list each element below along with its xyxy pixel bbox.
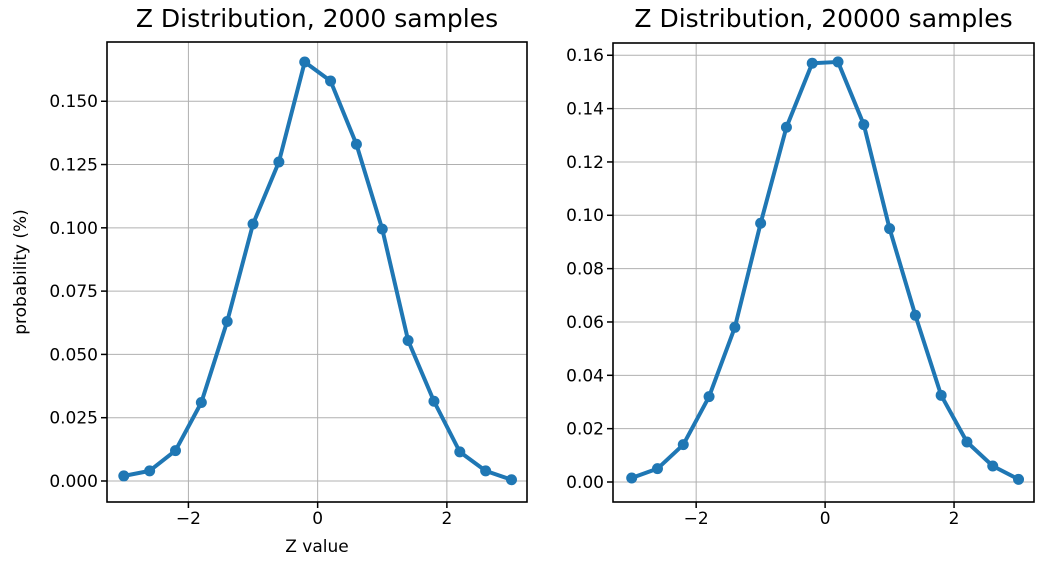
x-tick-label: 0 — [820, 509, 831, 529]
y-tick-label: 0.150 — [49, 92, 98, 112]
data-point — [755, 217, 767, 229]
data-point — [729, 321, 741, 333]
left-chart-title: Z Distribution, 2000 samples — [135, 4, 499, 33]
data-point — [350, 138, 362, 150]
data-point — [780, 121, 792, 133]
y-tick-label: 0.075 — [49, 282, 98, 302]
y-tick-label: 0.14 — [566, 100, 604, 120]
data-point — [909, 309, 921, 321]
data-point — [961, 436, 973, 448]
data-point — [480, 465, 492, 477]
y-tick-label: 0.125 — [49, 155, 98, 175]
x-tick-label: −2 — [176, 509, 201, 529]
data-point — [703, 391, 715, 403]
y-tick-label: 0.16 — [566, 46, 604, 66]
axes-spines — [612, 42, 1035, 503]
y-tick-label: 0.08 — [566, 260, 604, 280]
right-chart-title: Z Distribution, 20000 samples — [634, 4, 1013, 33]
data-point — [832, 56, 844, 68]
data-point — [169, 445, 181, 457]
data-point — [1013, 473, 1025, 485]
x-tick-label: 2 — [949, 509, 960, 529]
y-tick-label: 0.00 — [566, 473, 604, 493]
data-point — [806, 57, 818, 69]
data-point — [858, 119, 870, 131]
data-point — [325, 75, 337, 87]
data-point — [273, 156, 285, 168]
y-tick-label: 0.12 — [566, 153, 604, 173]
y-tick-label: 0.100 — [49, 219, 98, 239]
x-tick-label: −2 — [684, 509, 709, 529]
data-point — [247, 218, 259, 230]
y-tick-label: 0.02 — [566, 420, 604, 440]
data-point — [221, 315, 233, 327]
plot-background — [107, 42, 527, 502]
data-line — [629, 59, 1021, 482]
x-tick-label: 2 — [441, 509, 452, 529]
data-point — [402, 334, 414, 346]
data-point — [626, 472, 638, 484]
data-point — [651, 463, 663, 475]
data-point — [935, 389, 947, 401]
data-point — [454, 446, 466, 458]
y-tick-label: 0.000 — [49, 472, 98, 492]
y-tick-label: 0.06 — [566, 313, 604, 333]
y-tick-label: 0.10 — [566, 206, 604, 226]
data-line — [121, 60, 514, 482]
y-tick-label: 0.04 — [566, 366, 604, 386]
data-point — [195, 397, 207, 409]
data-point — [428, 395, 440, 407]
data-point — [677, 439, 689, 451]
y-tick-label: 0.050 — [49, 345, 98, 365]
data-point — [505, 474, 517, 486]
data-point — [376, 223, 388, 235]
left-yaxis-label: probability (%) — [11, 209, 31, 335]
left-xaxis-label: Z value — [285, 537, 349, 557]
data-point — [884, 223, 896, 235]
data-point — [118, 470, 130, 482]
y-tick-label: 0.025 — [49, 409, 98, 429]
data-point — [987, 460, 999, 472]
data-point — [144, 465, 156, 477]
data-point — [299, 56, 311, 68]
plot-background — [613, 43, 1034, 502]
x-tick-label: 0 — [312, 509, 323, 529]
